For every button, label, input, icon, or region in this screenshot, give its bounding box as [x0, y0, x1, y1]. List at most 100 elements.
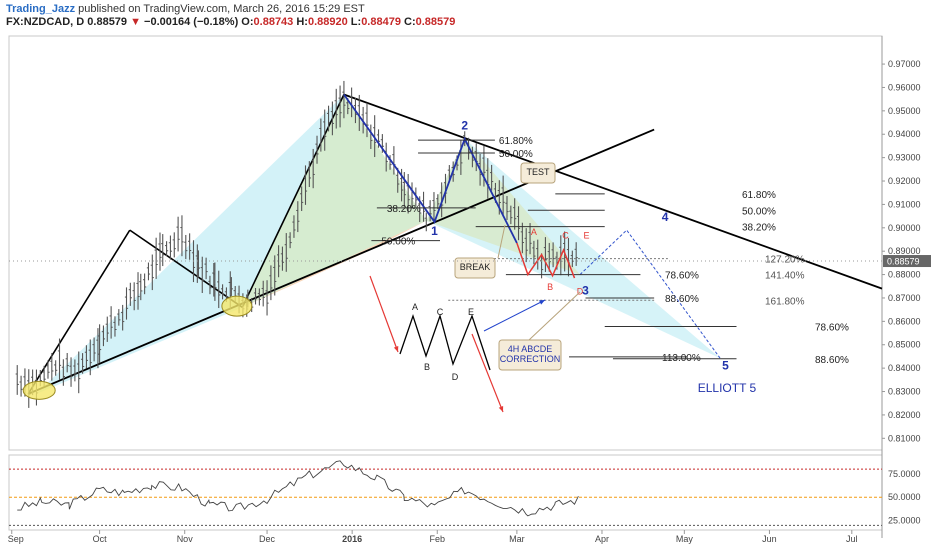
chart-canvas[interactable]: 61.80% 50.00% 38.20% 50.00% 61.80% 50.00% 38.2…: [0, 30, 932, 550]
close-label: C:: [400, 16, 416, 28]
down-arrow-icon: ▼: [130, 16, 141, 28]
test-annotation: TEST: [526, 167, 550, 177]
wave-label-3: 3: [582, 283, 589, 297]
abcde-zigzag-red: [516, 242, 576, 279]
example-label-A: A: [412, 302, 418, 312]
last-price: 0.88579: [87, 16, 128, 28]
wave-label-1: 1: [431, 224, 438, 238]
fib-label-right: 88.60%: [665, 294, 699, 305]
fib-label-left: 38.20%: [387, 204, 421, 215]
fib-label-right: 38.20%: [742, 223, 776, 234]
abcde-label-C: C: [562, 230, 569, 240]
rsi-line: [17, 460, 579, 517]
low-value: 0.88479: [361, 16, 401, 28]
example-label-C: C: [437, 307, 444, 317]
fib-label-left: 50.00%: [381, 237, 415, 248]
fib-label-right: 78.60%: [665, 271, 699, 282]
rsi-tick-label: 50.0000: [888, 492, 921, 502]
y-tick-label: 0.95000: [888, 106, 921, 116]
fib-label-right: 50.00%: [742, 206, 776, 217]
high-value: 0.88920: [307, 16, 348, 28]
example-label-D: D: [452, 372, 459, 382]
x-tick-label: Feb: [430, 534, 446, 544]
abcd-leg-3: [241, 94, 345, 308]
y-tick-label: 0.91000: [888, 199, 921, 209]
correction-pointer: [528, 291, 581, 341]
high-label: H:: [293, 16, 308, 28]
abcd-leg-1: [27, 229, 131, 395]
abcde-label-D: D: [577, 286, 584, 296]
rsi-tick-label: 25.0000: [888, 516, 921, 526]
fib-label-right: 161.80%: [765, 296, 805, 307]
y-tick-label: 0.87000: [888, 293, 921, 303]
example-label-E: E: [468, 307, 474, 317]
low-label: L:: [347, 16, 362, 28]
wave-label-2: 2: [461, 119, 468, 133]
last-price-label: 0.88579: [887, 257, 920, 267]
pivot-highlight-1: [22, 380, 56, 400]
y-tick-label: 0.85000: [888, 340, 921, 350]
x-tick-label: Nov: [177, 534, 194, 544]
abcde-label-A: A: [531, 227, 537, 237]
price-bars: [15, 80, 578, 408]
y-tick-label: 0.89000: [888, 246, 921, 256]
x-tick-label: May: [676, 534, 694, 544]
wave-label-5: 5: [722, 358, 729, 372]
symbol-label: FX:NZDCAD, D: [6, 16, 88, 28]
abcde-correction-annotation: 4H ABCDE: [508, 344, 553, 354]
y-tick-label: 0.88000: [888, 270, 921, 280]
last-price-tag: [883, 255, 931, 268]
break-annotation: BREAK: [460, 262, 491, 272]
example-abcde-pattern: [399, 313, 491, 371]
red-arrow-left-head: [393, 346, 399, 352]
open-value: 0.88743: [253, 16, 294, 28]
x-tick-label: Mar: [509, 534, 525, 544]
y-tick-label: 0.90000: [888, 223, 921, 233]
y-tick-label: 0.82000: [888, 410, 921, 420]
author-link[interactable]: Trading_Jazz: [6, 3, 76, 15]
y-tick-label: 0.83000: [888, 387, 921, 397]
red-arrow-right: [471, 333, 504, 413]
x-tick-label: Oct: [93, 534, 108, 544]
blue-arrow-to-zigzag-head: [539, 300, 545, 305]
x-tick-label: Sep: [8, 534, 24, 544]
symbol-info: FX:NZDCAD, D 0.88579 ▼ −0.00164 (−0.18%)…: [6, 16, 455, 28]
x-tick-label: Jun: [762, 534, 777, 544]
fib-label-left: 61.80%: [499, 136, 533, 147]
y-tick-label: 0.86000: [888, 316, 921, 326]
y-tick-label: 0.81000: [888, 433, 921, 443]
y-tick-label: 0.94000: [888, 129, 921, 139]
publish-text: published on TradingView.com, March 26, …: [75, 3, 365, 15]
open-label: O:: [241, 16, 254, 28]
elliott-5-label: ELLIOTT 5: [698, 381, 757, 395]
upper-trendline: [343, 93, 883, 290]
abcde-correction-annotation-box: [498, 339, 562, 371]
y-tick-label: 0.84000: [888, 363, 921, 373]
fib-label-right: 88.60%: [815, 355, 849, 366]
test-annotation-box: [520, 162, 556, 184]
elliott-wave-line: [343, 93, 518, 244]
projected-wave-4-5: [579, 229, 721, 359]
break-pointer: [497, 224, 506, 259]
fib-label-right: 127.20%: [765, 255, 805, 266]
x-tick-label: 2016: [342, 534, 362, 544]
x-tick-label: Jul: [846, 534, 858, 544]
wave-label-4: 4: [662, 210, 669, 224]
publish-info: Trading_Jazz published on TradingView.co…: [6, 3, 365, 15]
fib-label-right: 141.40%: [765, 271, 805, 282]
red-arrow-right-head: [498, 406, 504, 412]
rsi-tick-label: 75.0000: [888, 469, 921, 479]
fib-label-right: 78.60%: [815, 323, 849, 334]
change-value: −0.00164 (−0.18%): [141, 16, 242, 28]
y-tick-label: 0.93000: [888, 153, 921, 163]
fib-label-right: 61.80%: [742, 190, 776, 201]
y-tick-label: 0.97000: [888, 59, 921, 69]
abcde-correction-annotation: CORRECTION: [500, 354, 561, 364]
abcde-label-B: B: [547, 282, 553, 292]
fib-label-left: 50.00%: [499, 149, 533, 160]
x-tick-label: Dec: [259, 534, 276, 544]
close-value: 0.88579: [415, 16, 456, 28]
price-pane: [8, 35, 883, 451]
break-annotation-box: [454, 257, 496, 279]
blue-arrow-to-zigzag: [483, 299, 546, 332]
